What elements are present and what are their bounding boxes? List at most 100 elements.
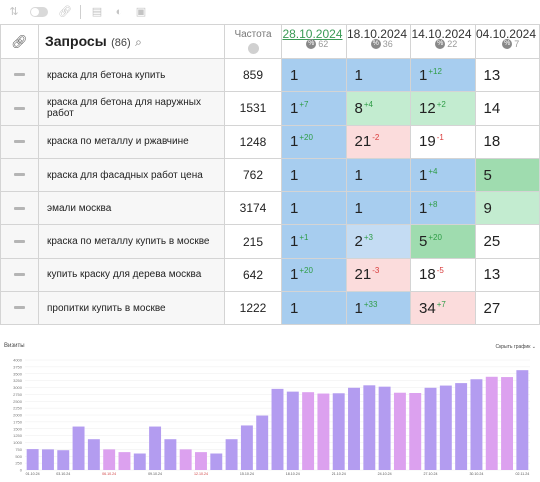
position-change: +20 [299,133,313,143]
x-tick-label: 06.10.24 [102,472,116,476]
position-cell[interactable]: 1+12 [410,57,476,93]
position-cell[interactable]: 1+33 [345,291,411,326]
position-cell[interactable]: 1 [345,57,411,93]
link-column-header[interactable]: 🔗︎ [0,24,39,59]
position-cell[interactable]: 18-5 [410,257,476,293]
frequency-cell: 1248 [224,124,282,159]
link-icon[interactable]: 🔗︎ [58,6,72,18]
position-cell[interactable]: 27 [474,291,540,326]
search-icon[interactable]: ⌕ [135,34,142,49]
position-cell[interactable]: 12+2 [410,91,476,126]
y-tick-label: 2250 [13,406,23,411]
position-cell[interactable]: 1+20 [281,124,347,159]
position-value: 13 [483,66,501,84]
row-toggle[interactable] [0,291,39,326]
position-value: 5 [483,166,492,184]
percent-icon: % [306,39,317,49]
image-icon[interactable]: ▣ [135,6,147,18]
toggle-switch[interactable] [30,7,48,17]
row-toggle[interactable] [0,57,39,93]
query-cell[interactable]: пропитки купить в москве [38,291,225,326]
chart-bar [485,376,498,470]
row-toggle[interactable] [0,224,39,259]
frequency-value: 1531 [239,101,267,116]
position-cell[interactable]: 1 [281,191,347,226]
row-toggle[interactable] [0,191,39,226]
row-toggle[interactable] [0,157,39,193]
position-value: 18 [483,133,501,151]
position-cell[interactable]: 34+7 [410,291,476,326]
query-cell[interactable]: купить краску для дерева москва [38,257,225,293]
query-cell[interactable]: краска по металлу и ржавчине [38,124,225,159]
position-change: -2 [372,133,380,143]
frequency-column-header[interactable]: Частота [224,24,282,59]
frequency-cell: 762 [224,157,282,193]
chart-bar [409,393,422,470]
position-cell[interactable]: 1 [345,157,411,193]
query-text: краска по металлу купить в москве [47,236,210,248]
row-toggle[interactable] [0,124,39,159]
position-change: -3 [372,266,380,276]
position-cell[interactable]: 1+1 [281,224,347,259]
position-cell[interactable]: 21-3 [345,257,411,293]
position-cell[interactable]: 1 [281,291,347,326]
y-tick-label: 3000 [13,385,23,390]
position-cell[interactable]: 1 [281,157,347,193]
date-visibility: % 7 [476,39,537,49]
date-column-header[interactable]: 14.10.2024% 22 [410,24,476,59]
position-value: 1 [290,233,299,251]
chart-bar [118,452,131,470]
position-change: +20 [299,266,313,276]
position-cell[interactable]: 13 [474,57,540,93]
position-cell[interactable]: 14 [474,91,540,126]
position-cell[interactable]: 2+3 [345,224,411,259]
contrast-icon[interactable]: ◐ [115,6,123,18]
position-cell[interactable]: 9 [474,191,540,226]
chart-bar [240,425,253,470]
position-cell[interactable]: 1+4 [410,157,476,193]
position-cell[interactable]: 21-2 [345,124,411,159]
position-cell[interactable]: 1 [281,57,347,93]
position-cell[interactable]: 1+20 [281,257,347,293]
query-cell[interactable]: краска для бетона для наружных работ [38,91,225,126]
date-column-header[interactable]: 04.10.2024% 7 [474,24,540,59]
position-cell[interactable]: 1+8 [410,191,476,226]
chart-bar [455,383,468,470]
table-row: краска для бетона купить 859 1 1 1+12 13 [0,57,540,93]
chart-bar [516,370,529,470]
position-cell[interactable]: 8+4 [345,91,411,126]
query-cell[interactable]: краска по металлу купить в москве [38,224,225,259]
query-cell[interactable]: эмали москва [38,191,225,226]
date-column-header[interactable]: 28.10.2024% 62 [281,24,347,59]
table-row: краска для фасадных работ цена 762 1 1 1+4 5 [0,157,540,193]
y-tick-label: 2750 [13,392,23,397]
list-icon[interactable]: ▤ [91,6,103,18]
position-cell[interactable]: 18 [474,124,540,159]
hide-chart-link[interactable]: Скрыть график ⌄ [495,344,536,350]
chart-bar [72,426,85,470]
position-cell[interactable]: 5 [474,157,540,193]
position-value: 5 [419,233,428,251]
position-cell[interactable]: 13 [474,257,540,293]
position-cell[interactable]: 1+7 [281,91,347,126]
query-cell[interactable]: краска для бетона купить [38,57,225,93]
position-cell[interactable]: 1 [345,191,411,226]
position-cell[interactable]: 5+20 [410,224,476,259]
date-column-header[interactable]: 18.10.2024% 36 [345,24,411,59]
x-tick-label: 27.10.24 [424,472,438,476]
sort-icon[interactable]: ⇅ [9,6,19,18]
chart-title: Визиты [4,343,25,349]
position-change: +1 [299,233,309,243]
minus-icon [14,239,25,243]
position-change: +20 [428,233,442,243]
y-tick-label: 1250 [13,433,23,438]
query-cell[interactable]: краска для фасадных работ цена [38,157,225,193]
row-toggle[interactable] [0,91,39,126]
position-value: 1 [290,133,299,151]
y-tick-label: 4000 [13,358,23,363]
position-cell[interactable]: 19-1 [410,124,476,159]
row-toggle[interactable] [0,257,39,293]
position-cell[interactable]: 25 [474,224,540,259]
toolbar-divider [80,5,81,19]
